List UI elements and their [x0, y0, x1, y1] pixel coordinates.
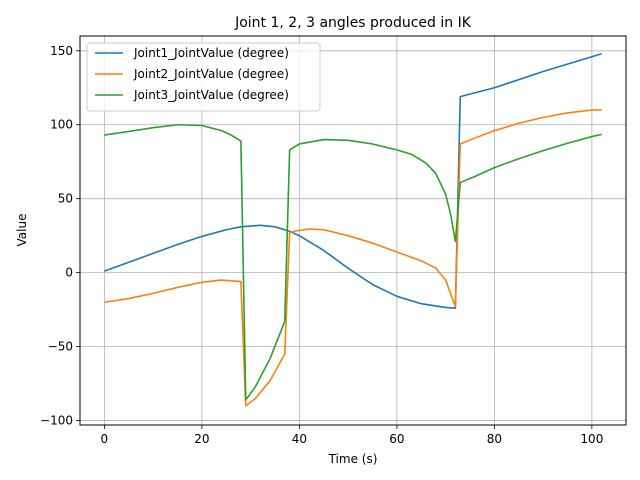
y-tick-label: 0 — [65, 266, 73, 280]
legend-label-joint3: Joint3_JointValue (degree) — [133, 88, 289, 102]
y-tick-label: 150 — [50, 44, 73, 58]
legend: Joint1_JointValue (degree) Joint2_JointVa… — [86, 42, 321, 112]
x-tick-label: 0 — [101, 432, 109, 446]
y-tick-label: −100 — [40, 414, 73, 428]
x-tick-label: 40 — [292, 432, 307, 446]
plot-frame — [79, 35, 627, 426]
x-axis-label: Time (s) — [328, 452, 378, 466]
x-tick-label: 80 — [487, 432, 502, 446]
x-tick-label: 60 — [389, 432, 404, 446]
x-tick-label: 100 — [580, 432, 603, 446]
y-tick-label: 100 — [50, 118, 73, 132]
y-axis-label: Value — [15, 214, 29, 247]
y-axis-ticks: −100 −50 0 50 100 150 — [40, 44, 80, 428]
y-tick-label: 50 — [58, 192, 73, 206]
series-line-joint2 — [104, 109, 602, 407]
x-axis-ticks: 0 20 40 60 80 100 — [101, 425, 603, 446]
chart-title: Joint 1, 2, 3 angles produced in IK — [234, 15, 472, 31]
x-tick-label: 20 — [194, 432, 209, 446]
legend-label-joint2: Joint2_JointValue (degree) — [133, 67, 289, 81]
plot-lines — [104, 52, 602, 407]
y-tick-label: −50 — [48, 340, 73, 354]
series-line-joint3 — [104, 123, 602, 401]
legend-box — [86, 42, 321, 112]
legend-label-joint1: Joint1_JointValue (degree) — [133, 46, 289, 60]
